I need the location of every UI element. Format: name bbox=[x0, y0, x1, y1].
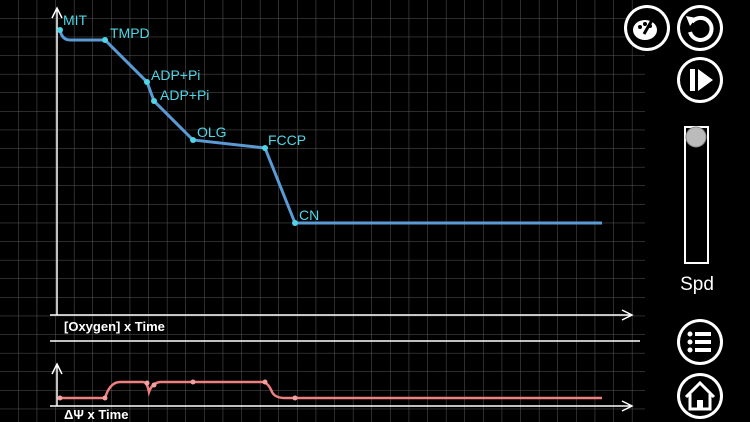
shape[interactable] bbox=[687, 339, 693, 345]
shape bbox=[57, 395, 63, 401]
upper-axis-label: [Oxygen] x Time bbox=[64, 319, 165, 334]
shape bbox=[144, 380, 150, 386]
shape[interactable] bbox=[687, 331, 693, 337]
shape bbox=[151, 382, 157, 388]
shape bbox=[262, 379, 268, 385]
shape[interactable] bbox=[695, 332, 711, 336]
marker-label: TMPD bbox=[110, 25, 150, 41]
shape[interactable] bbox=[687, 347, 693, 353]
shape bbox=[151, 98, 157, 104]
marker-label: ADP+Pi bbox=[151, 67, 200, 83]
reset-button[interactable] bbox=[677, 5, 723, 51]
shape bbox=[50, 400, 634, 412]
shape[interactable] bbox=[688, 15, 714, 42]
shape[interactable] bbox=[680, 8, 720, 48]
shape[interactable] bbox=[697, 400, 703, 409]
shape[interactable] bbox=[690, 69, 695, 91]
shape bbox=[144, 79, 150, 85]
marker-label: OLG bbox=[197, 124, 227, 140]
shape bbox=[51, 362, 63, 406]
marker-label: CN bbox=[299, 207, 319, 223]
marker-label: MIT bbox=[63, 12, 88, 28]
shape bbox=[190, 137, 196, 143]
shape[interactable] bbox=[687, 331, 712, 353]
marker-label: ADP+Pi bbox=[160, 87, 209, 103]
shape[interactable] bbox=[642, 14, 657, 35]
shape[interactable] bbox=[698, 69, 713, 91]
shape[interactable] bbox=[686, 16, 696, 26]
shape bbox=[102, 37, 108, 43]
grid bbox=[0, 0, 645, 422]
shape bbox=[51, 6, 63, 315]
slider-knob[interactable] bbox=[685, 126, 707, 148]
lower-axis-label: ΔΨ x Time bbox=[64, 407, 128, 422]
marker-label: FCCP bbox=[268, 132, 306, 148]
shape bbox=[50, 309, 634, 321]
shape[interactable] bbox=[638, 25, 642, 29]
shape[interactable] bbox=[695, 340, 711, 344]
upper-axes bbox=[50, 6, 640, 342]
shape bbox=[262, 145, 268, 151]
lower-axes bbox=[50, 362, 634, 412]
home-button[interactable] bbox=[677, 373, 723, 419]
shape bbox=[292, 220, 298, 226]
shape bbox=[102, 395, 108, 401]
step-button[interactable] bbox=[677, 57, 723, 103]
oxygen-points bbox=[57, 27, 298, 226]
speed-label: Spd bbox=[680, 274, 714, 295]
shape[interactable] bbox=[643, 22, 647, 26]
shape bbox=[292, 395, 298, 401]
menu-button[interactable] bbox=[677, 319, 723, 365]
potential-points bbox=[57, 379, 298, 401]
shape bbox=[190, 379, 196, 385]
palette-button[interactable] bbox=[624, 5, 670, 51]
oxygen-trace bbox=[58, 29, 602, 225]
shape bbox=[57, 27, 63, 33]
shape[interactable] bbox=[695, 348, 711, 352]
